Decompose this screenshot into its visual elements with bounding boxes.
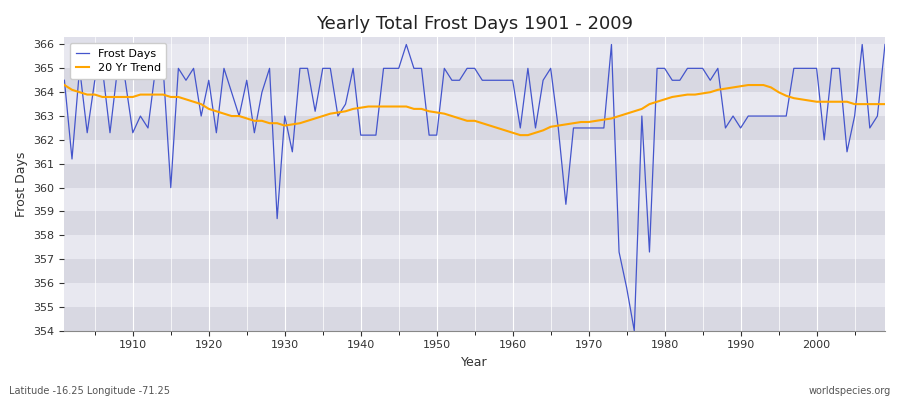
Bar (65, 164, 885, 188)
20 Yr Trend (515, 133, 526, 138)
Y-axis label: Frost Days: Frost Days (15, 151, 28, 217)
Bar (65, 44, 885, 68)
Frost Days (606, 42, 616, 47)
Frost Days (400, 42, 411, 47)
20 Yr Trend (606, 116, 616, 121)
Frost Days (508, 78, 518, 83)
Frost Days (515, 126, 526, 130)
Bar (65, 259, 885, 283)
20 Yr Trend (120, 94, 130, 99)
20 Yr Trend (500, 128, 510, 133)
Bar (65, 212, 885, 235)
Frost Days (332, 114, 343, 118)
20 Yr Trend (508, 130, 518, 135)
Bar (65, 307, 885, 331)
Bar (65, 92, 885, 116)
Text: worldspecies.org: worldspecies.org (809, 386, 891, 396)
Frost Days (120, 78, 130, 83)
20 Yr Trend (332, 110, 343, 115)
Text: Latitude -16.25 Longitude -71.25: Latitude -16.25 Longitude -71.25 (9, 386, 170, 396)
Legend: Frost Days, 20 Yr Trend: Frost Days, 20 Yr Trend (70, 43, 166, 79)
Bar (65, 283, 885, 307)
20 Yr Trend (879, 102, 890, 106)
Frost Days (59, 78, 70, 83)
Bar (65, 140, 885, 164)
Bar (65, 235, 885, 259)
20 Yr Trend (59, 83, 70, 88)
Line: 20 Yr Trend: 20 Yr Trend (65, 85, 885, 135)
Title: Yearly Total Frost Days 1901 - 2009: Yearly Total Frost Days 1901 - 2009 (316, 15, 634, 33)
Bar (65, 116, 885, 140)
20 Yr Trend (287, 122, 298, 127)
Frost Days (879, 42, 890, 47)
Bar (65, 68, 885, 92)
Frost Days (629, 328, 640, 333)
Line: Frost Days: Frost Days (65, 44, 885, 331)
Bar (65, 188, 885, 212)
Frost Days (287, 150, 298, 154)
X-axis label: Year: Year (462, 356, 488, 369)
